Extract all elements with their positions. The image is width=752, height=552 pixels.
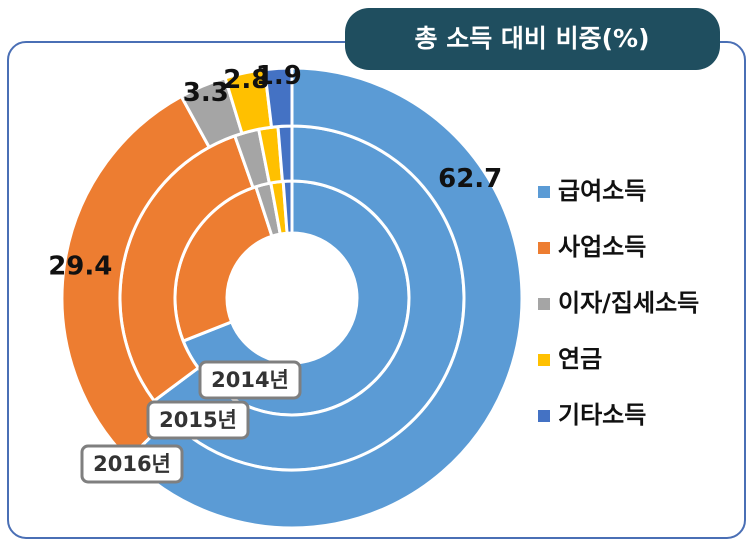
legend-label: 사업소득 bbox=[558, 233, 646, 261]
chart-title: 총 소득 대비 비중(%) bbox=[414, 24, 649, 53]
labels: 62.7 29.4 3.32.81.9 2014년 2015년 2016년 급여소득사업소득… bbox=[48, 61, 699, 484]
data-label: 2.8 bbox=[223, 65, 269, 95]
year-label: 2014년 bbox=[211, 368, 289, 392]
legend-swatch bbox=[538, 354, 550, 366]
legend-label: 이자/집세소득 bbox=[558, 289, 699, 317]
legend-label: 급여소득 bbox=[558, 177, 646, 205]
data-label: 62.7 bbox=[438, 164, 502, 194]
data-label: 1.9 bbox=[256, 61, 302, 91]
rings bbox=[60, 66, 524, 530]
data-label: 29.4 bbox=[48, 251, 112, 281]
donut-slice bbox=[125, 66, 524, 530]
legend-swatch bbox=[538, 298, 550, 310]
year-label: 2015년 bbox=[159, 408, 237, 432]
data-label: 3.3 bbox=[183, 78, 229, 108]
legend-label: 연금 bbox=[558, 345, 602, 373]
title-tab bbox=[345, 8, 720, 70]
legend-swatch bbox=[538, 242, 550, 254]
legend-swatch bbox=[538, 410, 550, 422]
legend-swatch bbox=[538, 186, 550, 198]
year-label: 2016년 bbox=[93, 452, 171, 476]
year-label-box bbox=[198, 360, 302, 400]
year-label-box bbox=[146, 400, 250, 440]
year-label-box bbox=[80, 444, 184, 484]
legend-label: 기타소득 bbox=[558, 401, 646, 429]
donut-slice bbox=[262, 66, 294, 129]
